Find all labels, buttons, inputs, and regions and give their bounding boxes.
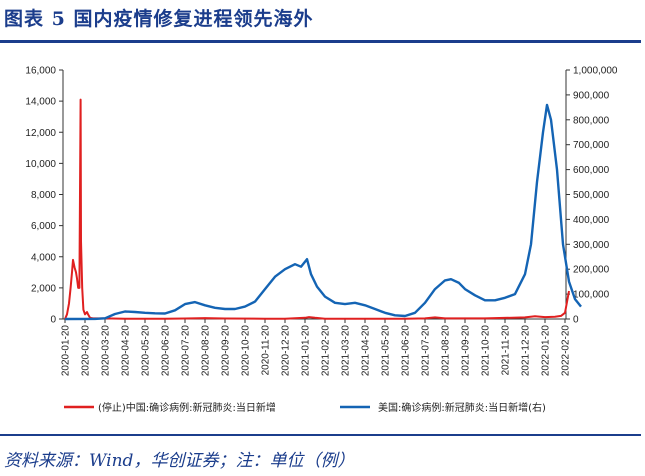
x-tick-label: 2022-01-20 [541,325,552,377]
x-tick-label: 2022-02-20 [561,325,572,377]
series-line-china [64,98,570,320]
x-tick-label: 2020-02-20 [81,325,92,377]
y-right-tick-label: 200,000 [573,265,610,276]
x-tick-label: 2020-12-20 [281,325,292,377]
y-right-tick-label: 800,000 [573,115,610,126]
x-tick-label: 2021-12-20 [521,325,532,377]
line-chart: 0 2,000 4,000 6,000 8,000 10,000 12,000 14,000 1… [25,66,618,415]
legend: (停止)中国:确诊病例:新冠肺炎:当日新增 美国:确诊病例:新冠肺炎:当日新增(… [64,401,546,414]
x-tick-label: 2021-01-20 [301,325,312,377]
x-tick-label: 2021-02-20 [321,325,332,377]
y-right-tick-label: 700,000 [573,140,610,151]
legend-label-usa: 美国:确诊病例:新冠肺炎:当日新增(右) [378,401,546,414]
y-left-tick-label: 12,000 [25,128,56,139]
y-right-tick-label: 300,000 [573,240,610,251]
y-left-tick-label: 16,000 [25,66,56,77]
y-right-tick-label: 400,000 [573,215,610,226]
x-tick-label: 2021-08-20 [441,325,452,377]
source-rule [0,434,641,436]
x-tick-label: 2020-04-20 [121,325,132,377]
y-right-tick-label: 100,000 [573,290,610,301]
x-tick-label: 2021-10-20 [481,325,492,377]
x-tick-label: 2020-10-20 [241,325,252,377]
y-right-tick-label: 600,000 [573,165,610,176]
x-tick-label: 2020-11-20 [261,325,272,376]
figure-title: 图表 5 国内疫情修复进程领先海外 [4,8,314,30]
y-left-tick-label: 4,000 [31,252,56,263]
x-tick-label: 2020-03-20 [101,325,112,377]
y-left-tick-label: 14,000 [25,97,56,108]
y-left-tick-label: 10,000 [25,159,56,170]
x-tick-label: 2020-01-20 [61,325,72,377]
y-right-tick-label: 900,000 [573,90,610,101]
source-note: 资料来源：Wind，华创证券；注：单位（例） [4,451,355,471]
y-left-tick-label: 6,000 [31,221,56,232]
x-tick-label: 2020-07-20 [181,325,192,377]
y-left-tick-label: 8,000 [31,190,56,201]
x-tick-label: 2020-06-20 [161,325,172,377]
x-tick-label: 2021-07-20 [421,325,432,377]
x-tick-label: 2021-03-20 [341,325,352,377]
y-right-tick-label: 500,000 [573,190,610,201]
x-tick-label: 2021-04-20 [361,325,372,377]
legend-label-china: (停止)中国:确诊病例:新冠肺炎:当日新增 [98,401,276,414]
x-tick-label: 2020-09-20 [221,325,232,377]
y-right-tick-label: 0 [573,315,579,326]
x-tick-label: 2021-05-20 [381,325,392,377]
title-rule [0,40,641,43]
y-left-tick-label: 0 [50,315,56,326]
x-tick-label: 2020-08-20 [201,325,212,377]
y-left-tick-label: 2,000 [31,283,56,294]
x-tick-label: 2021-06-20 [401,325,412,377]
y-right-tick-label: 1,000,000 [573,66,618,77]
series-line-usa [64,103,582,321]
x-tick-label: 2021-11-20 [501,325,512,376]
x-tick-label: 2021-09-20 [461,325,472,377]
x-tick-label: 2020-05-20 [141,325,152,377]
